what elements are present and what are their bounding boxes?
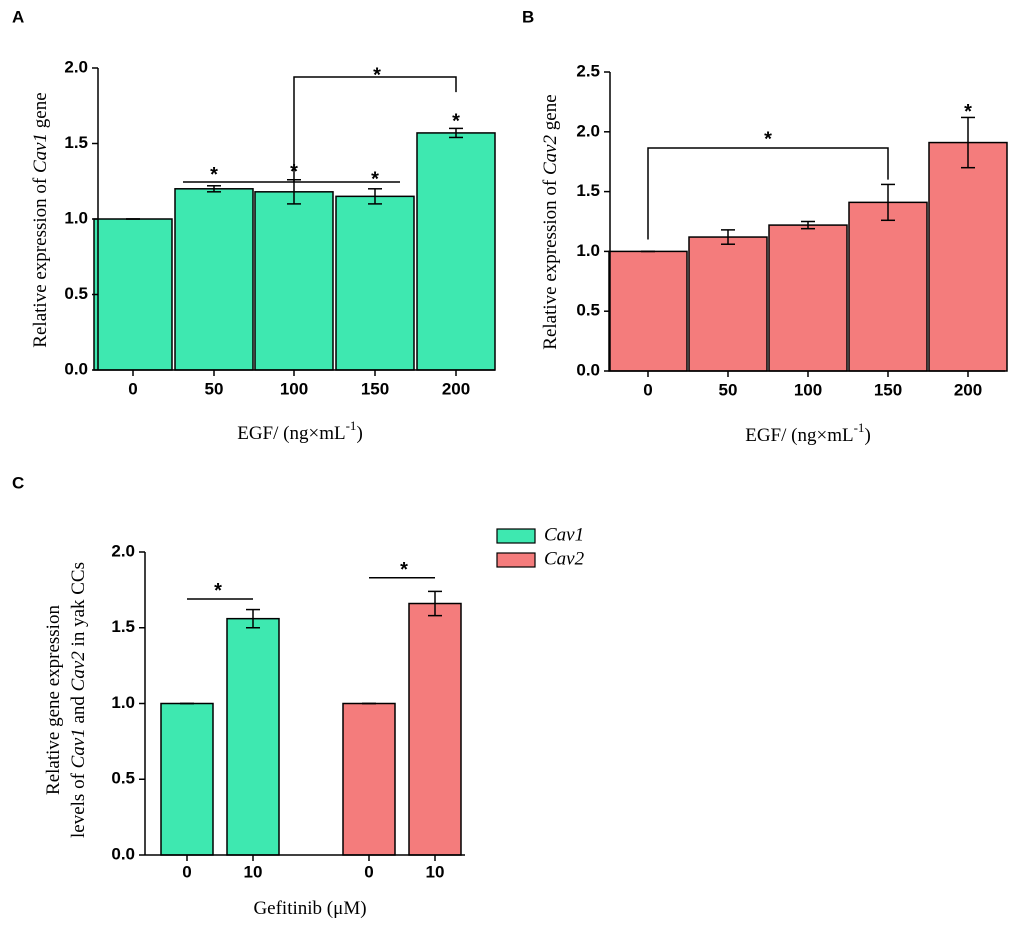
significance-star: * bbox=[371, 168, 379, 190]
label-part: in yak CCs bbox=[68, 562, 89, 651]
panel-label: C bbox=[12, 473, 24, 492]
significance-star: * bbox=[210, 164, 218, 186]
y-tick-label: 0.5 bbox=[111, 769, 135, 788]
bar bbox=[848, 201, 928, 372]
x-tick-label: 200 bbox=[954, 380, 982, 399]
bar bbox=[335, 195, 415, 371]
significance-star: * bbox=[764, 129, 772, 151]
legend-label: Cav1 bbox=[544, 524, 584, 545]
label-part: Cav2 bbox=[540, 134, 561, 175]
label-part: Cav2 bbox=[68, 651, 89, 692]
x-tick-label: 200 bbox=[442, 379, 470, 398]
significance-star: * bbox=[214, 580, 222, 602]
significance-star: * bbox=[373, 64, 381, 86]
y-tick-label: 0.5 bbox=[576, 301, 600, 320]
bar bbox=[93, 218, 173, 371]
x-tick-label: 10 bbox=[244, 862, 263, 881]
label-part: Relative expression of bbox=[540, 175, 561, 350]
panel-label: A bbox=[12, 7, 24, 26]
y-tick-label: 2.0 bbox=[576, 121, 600, 140]
y-tick-label: 2.5 bbox=[576, 61, 600, 80]
bar bbox=[608, 250, 688, 372]
legend-label: Cav2 bbox=[544, 548, 585, 569]
bar bbox=[174, 188, 254, 371]
label-part: Cav1 bbox=[68, 728, 89, 768]
bar bbox=[416, 132, 496, 371]
y-tick-label: 1.5 bbox=[64, 133, 88, 152]
error-bar bbox=[246, 608, 260, 629]
y-tick-label: 1.0 bbox=[111, 693, 135, 712]
x-tick-label: 150 bbox=[874, 380, 902, 399]
x-axis-label: EGF/ (ng×mL-1) bbox=[745, 420, 871, 446]
error-bar bbox=[428, 590, 442, 617]
label-part: levels of bbox=[68, 768, 89, 838]
legend-swatch bbox=[496, 528, 536, 544]
x-tick-label: 150 bbox=[361, 379, 389, 398]
x-tick-label: 0 bbox=[643, 380, 652, 399]
label-part: -1 bbox=[854, 420, 865, 435]
y-tick-label: 1.0 bbox=[576, 241, 600, 260]
significance-star: * bbox=[452, 110, 460, 132]
y-tick-label: 1.5 bbox=[111, 617, 135, 636]
y-tick-label: 2.0 bbox=[111, 541, 135, 560]
label-part: ) bbox=[864, 425, 870, 446]
error-bar bbox=[368, 188, 382, 205]
bar bbox=[342, 702, 396, 856]
y-tick-label: 0.0 bbox=[111, 844, 135, 863]
label-part: -1 bbox=[346, 418, 357, 433]
label-part: gene bbox=[540, 94, 561, 135]
x-tick-label: 0 bbox=[182, 862, 191, 881]
label-part: gene bbox=[30, 92, 51, 133]
error-bar bbox=[961, 116, 975, 169]
y-tick-label: 2.0 bbox=[64, 57, 88, 76]
label-part: EGF/ (ng×mL bbox=[237, 423, 345, 444]
bar bbox=[254, 191, 334, 371]
bar bbox=[768, 224, 848, 372]
label-part: Gefitinib (μM) bbox=[253, 898, 366, 919]
panel-label: B bbox=[522, 7, 534, 26]
y-axis-label: Relative expression of Cav1 gene bbox=[30, 92, 51, 347]
x-tick-label: 100 bbox=[280, 379, 308, 398]
y-axis-label: Relative gene expression bbox=[43, 605, 64, 795]
significance-bracket bbox=[293, 76, 457, 183]
error-bar bbox=[801, 220, 815, 230]
bar bbox=[408, 602, 462, 856]
error-bar bbox=[207, 185, 221, 193]
label-part: Relative gene expression bbox=[43, 605, 64, 795]
significance-star: * bbox=[400, 559, 408, 581]
y-tick-label: 1.0 bbox=[64, 208, 88, 227]
x-tick-label: 0 bbox=[128, 379, 137, 398]
y-tick-label: 0.0 bbox=[576, 360, 600, 379]
y-tick-label: 0.5 bbox=[64, 284, 88, 303]
x-tick-label: 100 bbox=[794, 380, 822, 399]
x-tick-label: 0 bbox=[364, 862, 373, 881]
x-tick-label: 50 bbox=[719, 380, 738, 399]
label-part: EGF/ (ng×mL bbox=[745, 425, 853, 446]
legend-swatch bbox=[496, 552, 536, 568]
significance-bracket bbox=[647, 147, 889, 240]
x-tick-label: 10 bbox=[426, 862, 445, 881]
error-bar bbox=[881, 183, 895, 222]
bar bbox=[928, 141, 1008, 372]
x-tick-label: 50 bbox=[205, 379, 224, 398]
y-tick-label: 1.5 bbox=[576, 181, 600, 200]
label-part: Relative expression of bbox=[30, 173, 51, 348]
label-part: ) bbox=[356, 423, 362, 444]
error-bar bbox=[721, 229, 735, 245]
y-tick-label: 0.0 bbox=[64, 359, 88, 378]
bar bbox=[688, 236, 768, 372]
x-axis-label: EGF/ (ng×mL-1) bbox=[237, 418, 363, 444]
y-axis-label: Relative expression of Cav2 gene bbox=[540, 94, 561, 349]
label-part: Cav1 bbox=[30, 133, 51, 173]
bar bbox=[160, 702, 214, 856]
y-axis-label: levels of Cav1 and Cav2 in yak CCs bbox=[68, 562, 89, 838]
label-part: and bbox=[68, 691, 89, 728]
x-axis-label: Gefitinib (μM) bbox=[253, 898, 366, 919]
error-bar bbox=[449, 127, 463, 139]
significance-star: * bbox=[290, 161, 298, 183]
significance-star: * bbox=[964, 101, 972, 123]
bar bbox=[226, 617, 280, 856]
